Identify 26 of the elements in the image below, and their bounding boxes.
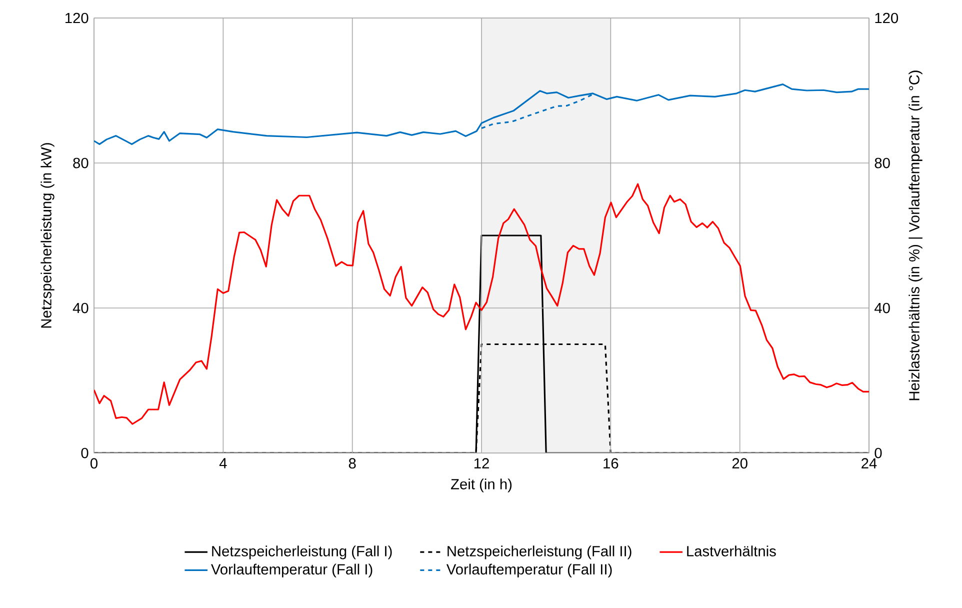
- y-tick-label: 80: [73, 158, 88, 168]
- x-tick-label: 16: [604, 458, 618, 469]
- x-tick-label: 0: [90, 458, 98, 469]
- line-series: [94, 183, 870, 425]
- line-series: [480, 93, 594, 129]
- x-tick-label: 12: [474, 458, 489, 468]
- y-tick-label: 0: [81, 448, 88, 458]
- legend-label: Netzspeicherleistung (Fall II): [448, 546, 632, 560]
- x-tick-label: 20: [732, 458, 748, 469]
- y-tick-label: 120: [65, 12, 88, 24]
- y-tick-label: 40: [72, 302, 88, 314]
- y2-tick-label: 40: [874, 302, 890, 314]
- line-series: [94, 84, 870, 145]
- y2-tick-label: 0: [874, 448, 882, 458]
- x-axis-title: Zeit (in h): [451, 478, 512, 492]
- y2-axis-title: Heizlastverhältnis (in %) | Vorlauftemperatur (in °C): [908, 70, 922, 400]
- legend-label: Lastverhältnis: [687, 546, 776, 556]
- y2-tick-label: 120: [875, 12, 898, 24]
- x-tick-label: 4: [219, 458, 227, 468]
- y2-tick-label: 80: [874, 158, 890, 168]
- legend-label: Vorlauftemperatur (Fall II): [446, 564, 612, 578]
- y-axis-title: Netzspeicherleistung (in kW): [40, 143, 54, 328]
- x-tick-label: 8: [348, 458, 356, 469]
- legend-label: Vorlauftemperatur (Fall I): [211, 564, 372, 578]
- legend-label: Netzspeicherleistung (Fall I): [212, 546, 392, 560]
- x-tick-label: 24: [862, 458, 877, 468]
